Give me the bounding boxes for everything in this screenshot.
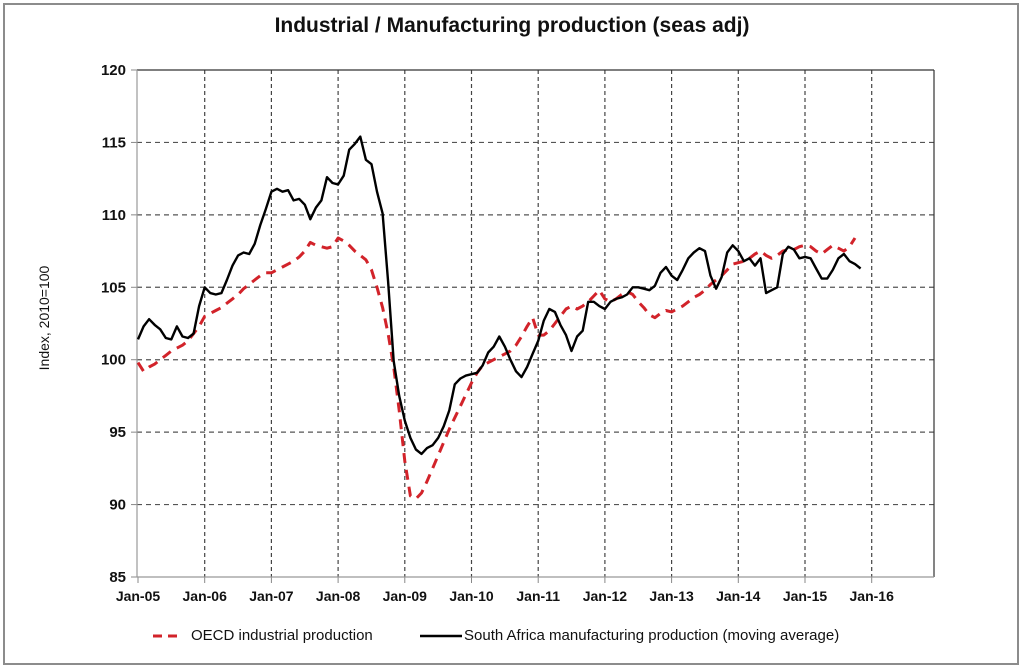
x-tick-label: Jan-13 — [649, 588, 694, 604]
y-tick-label: 85 — [109, 569, 126, 586]
x-tick-label: Jan-12 — [583, 588, 628, 604]
gridlines — [137, 70, 934, 577]
chart-title: Industrial / Manufacturing production (s… — [274, 14, 750, 37]
y-tick-label: 95 — [109, 424, 126, 441]
legend-label-oecd: OECD industrial production — [191, 627, 373, 644]
legend-swatch-solid-black — [420, 634, 462, 637]
x-tick-label: Jan-11 — [516, 588, 560, 604]
legend-swatch-dashed-red — [153, 634, 183, 637]
legend-item-south-africa: South Africa manufacturing production (m… — [420, 627, 839, 644]
series-lines — [136, 135, 862, 501]
y-tick-labels: 85 90 95 100 105 110 115 120 — [101, 62, 126, 586]
x-tick-label: Jan-08 — [316, 588, 361, 604]
legend-label-south-africa: South Africa manufacturing production (m… — [464, 627, 840, 644]
x-tick-label: Jan-16 — [850, 588, 895, 604]
y-tick-label: 100 — [101, 352, 126, 369]
x-tick-label: Jan-09 — [383, 588, 428, 604]
x-tick-label: Jan-14 — [716, 588, 761, 604]
y-tick-label: 115 — [102, 134, 126, 151]
series-line-oecd — [136, 236, 857, 501]
x-tick-label: Jan-10 — [449, 588, 494, 604]
x-tick-label: Jan-05 — [116, 588, 161, 604]
x-tick-label: Jan-06 — [183, 588, 228, 604]
axes — [131, 69, 935, 583]
x-tick-labels: Jan-05 Jan-06 Jan-07 Jan-08 Jan-09 Jan-10 Jan-… — [116, 588, 894, 604]
y-tick-label: 90 — [109, 497, 126, 514]
x-tick-label: Jan-15 — [783, 588, 828, 604]
legend: OECD industrial production South Africa … — [0, 627, 1024, 651]
y-tick-label: 110 — [102, 207, 126, 224]
y-tick-label: 120 — [101, 62, 126, 79]
series-line-south-africa — [136, 135, 862, 456]
y-tick-label: 105 — [101, 279, 126, 296]
legend-item-oecd: OECD industrial production — [153, 627, 373, 644]
x-tick-label: Jan-07 — [249, 588, 294, 604]
